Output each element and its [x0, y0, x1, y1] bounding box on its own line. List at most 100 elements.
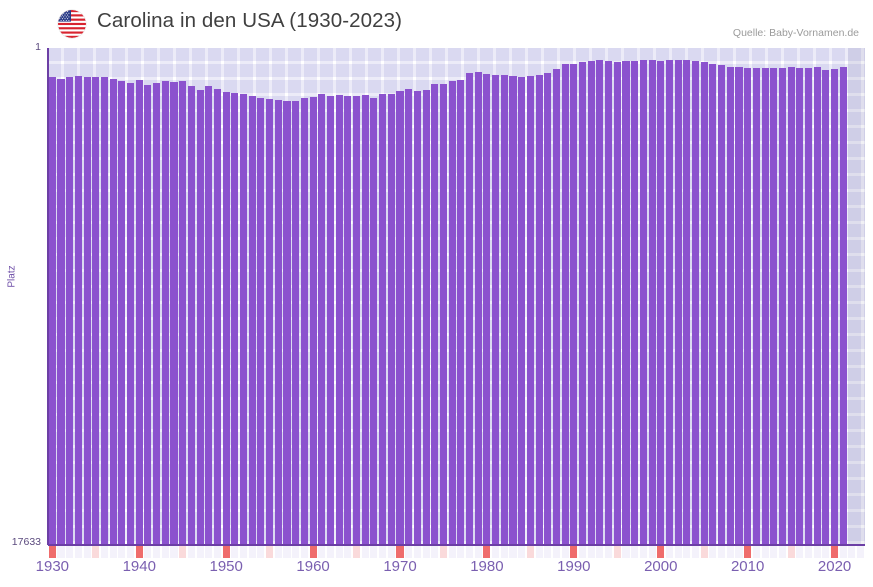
tick-cell-decade [570, 546, 578, 558]
tick-cell-minor [518, 546, 526, 558]
bar [561, 64, 569, 544]
bar [448, 81, 456, 544]
tick-cell-minor [213, 546, 222, 558]
x-axis-tick-label: 1990 [557, 558, 591, 575]
tick-cell-decade [831, 546, 839, 558]
y-axis-line [47, 48, 49, 545]
bar [657, 60, 665, 544]
tick-cell-minor [100, 546, 109, 558]
tick-cell-minor [318, 546, 326, 558]
tick-cell-halfdecade [353, 546, 361, 558]
bar [135, 80, 143, 544]
tick-cell-halfdecade [787, 546, 795, 558]
tick-cell-decade [744, 546, 752, 558]
bar [613, 61, 621, 544]
tick-cell-minor [161, 546, 169, 558]
tick-cell-minor [709, 546, 717, 558]
tick-cell-halfdecade [266, 546, 274, 558]
tick-cell-minor [683, 546, 691, 558]
tick-cell-minor [535, 546, 543, 558]
tick-cell-minor [74, 546, 82, 558]
tick-cell-minor [500, 546, 508, 558]
tick-cell-minor [153, 546, 161, 558]
bar [761, 67, 769, 544]
x-axis-line [48, 543, 865, 546]
x-axis-tick-label: 1940 [122, 558, 156, 575]
tick-cell-minor [431, 546, 439, 558]
tick-cell-minor [196, 546, 204, 558]
x-axis-tick-strip [48, 546, 865, 558]
bar [205, 86, 213, 544]
bar [100, 77, 109, 544]
bar [744, 67, 752, 544]
tick-cell-minor [796, 546, 804, 558]
page-title: Carolina in den USA (1930-2023) [97, 9, 403, 32]
bar [326, 95, 334, 544]
bar [248, 95, 256, 544]
tick-cell-minor [448, 546, 456, 558]
tick-cell-halfdecade [613, 546, 621, 558]
bar [83, 77, 91, 544]
tick-cell-minor [66, 546, 74, 558]
bar [839, 67, 847, 544]
bar [179, 81, 187, 544]
y-axis-title: Platz [6, 265, 18, 288]
tick-cell-minor [170, 546, 178, 558]
bar [353, 95, 361, 544]
x-axis-tick-label: 2020 [817, 558, 852, 575]
tick-cell-decade [483, 546, 491, 558]
tick-cell-minor [231, 546, 239, 558]
bar [257, 97, 265, 544]
bar [631, 60, 639, 544]
bar [222, 91, 230, 544]
y-axis-tick-top: 1 [35, 41, 41, 53]
tick-cell-minor [187, 546, 195, 558]
bar [683, 60, 691, 544]
bar [804, 67, 813, 544]
y-axis-tick-bottom: 17633 [11, 536, 41, 548]
tick-cell-minor [240, 546, 248, 558]
bar [118, 80, 126, 544]
bar [500, 74, 508, 544]
tick-cell-minor [848, 546, 856, 558]
bar [240, 93, 248, 544]
tick-cell-minor [300, 546, 308, 558]
bar [718, 64, 726, 544]
bar [796, 67, 804, 544]
bar [413, 90, 421, 544]
tick-cell-minor [761, 546, 769, 558]
chart-header: Carolina in den USA (1930-2023) Quelle: … [0, 0, 873, 48]
x-axis-tick-label: 1980 [470, 558, 504, 575]
bar [431, 84, 439, 544]
bar [587, 60, 595, 544]
tick-cell-minor [413, 546, 421, 558]
x-axis-tick-label: 2000 [644, 558, 678, 575]
bar [396, 91, 404, 544]
tick-cell-minor [474, 546, 482, 558]
tick-cell-minor [648, 546, 656, 558]
tick-cell-minor [83, 546, 91, 558]
bar [439, 83, 447, 544]
x-axis-tick-label: 1930 [35, 558, 70, 575]
bar [535, 75, 543, 544]
bar [552, 69, 560, 544]
tick-cell-decade [222, 546, 230, 558]
tick-cell-minor [587, 546, 595, 558]
bar [735, 67, 743, 544]
tick-cell-minor [822, 546, 830, 558]
bar [457, 80, 465, 544]
bar [109, 79, 117, 544]
x-axis-tick-label: 1960 [296, 558, 330, 575]
bar [752, 68, 760, 544]
tick-cell-halfdecade [92, 546, 100, 558]
tick-cell-minor [770, 546, 778, 558]
bar [622, 61, 630, 544]
bar [778, 67, 786, 544]
bar [639, 60, 647, 544]
tick-cell-minor [144, 546, 152, 558]
bar [648, 60, 656, 544]
bar [231, 92, 239, 544]
tick-cell-minor [596, 546, 604, 558]
tick-cell-minor [561, 546, 569, 558]
tick-cell-minor [465, 546, 474, 558]
